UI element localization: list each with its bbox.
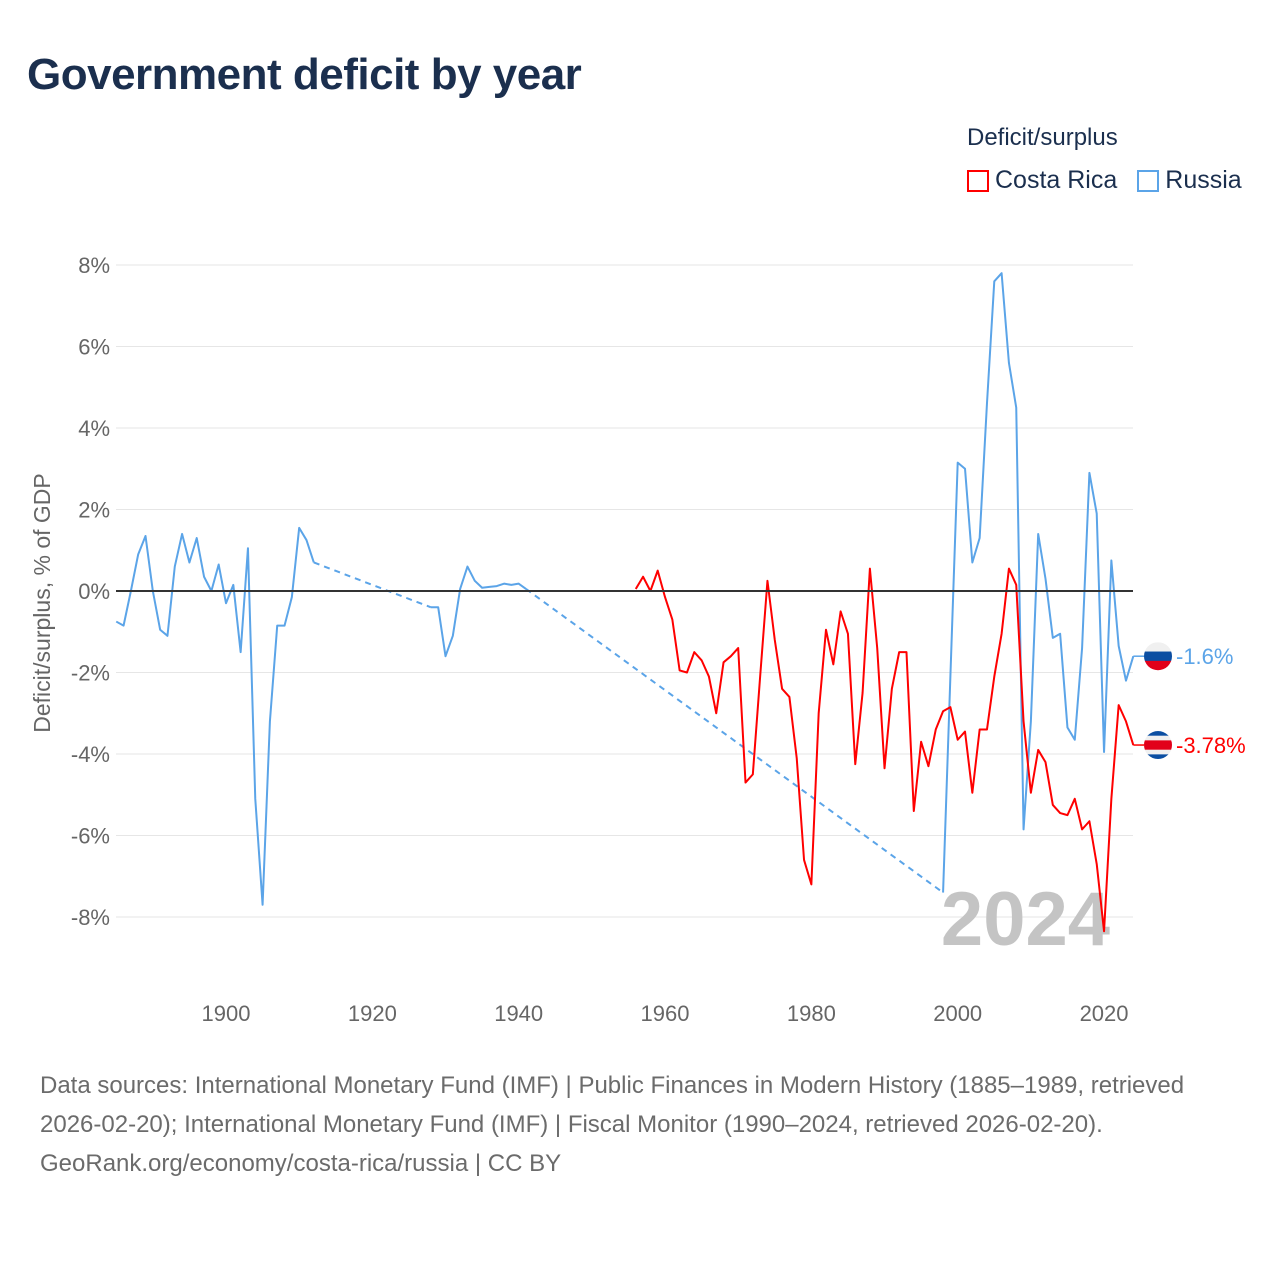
y-tick-label: 0% bbox=[78, 579, 110, 604]
chart-title: Government deficit by year bbox=[27, 50, 582, 99]
series-gap-line bbox=[313, 561, 432, 609]
russia-flag-icon bbox=[1144, 642, 1172, 671]
x-tick-label: 1960 bbox=[641, 1001, 690, 1026]
x-tick-label: 1980 bbox=[787, 1001, 836, 1026]
x-tick-label: 1900 bbox=[202, 1001, 251, 1026]
legend-swatch-russia bbox=[1137, 169, 1160, 192]
x-tick-label: 2020 bbox=[1080, 1001, 1129, 1026]
legend-item-russia[interactable]: Russia bbox=[1137, 166, 1242, 195]
y-tick-label: -8% bbox=[71, 905, 110, 930]
series-line-russia bbox=[115, 526, 315, 906]
costa-rica-flag-icon bbox=[1144, 731, 1172, 760]
series-line-russia bbox=[430, 565, 527, 658]
flag-stripe bbox=[1144, 754, 1172, 760]
y-tick-label: -4% bbox=[71, 742, 110, 767]
flag-stripe bbox=[1144, 749, 1172, 755]
flag-stripe bbox=[1144, 735, 1172, 741]
legend-label: Costa Rica bbox=[995, 166, 1118, 194]
data-sources: Data sources: International Monetary Fun… bbox=[40, 1072, 1185, 1138]
y-tick-label: 6% bbox=[78, 335, 110, 360]
flag-stripe bbox=[1144, 642, 1172, 653]
legend-label: Russia bbox=[1165, 166, 1242, 194]
x-tick-label: 2000 bbox=[933, 1001, 982, 1026]
series-line-russia bbox=[942, 272, 1135, 893]
legend-title: Deficit/surplus bbox=[967, 124, 1118, 151]
x-tick-label: 1940 bbox=[494, 1001, 543, 1026]
y-tick-label: -2% bbox=[71, 661, 110, 686]
credit-link[interactable]: GeoRank.org/economy/costa-rica/russia | … bbox=[40, 1150, 562, 1177]
year-watermark: 2024 bbox=[941, 877, 1110, 962]
legend-swatch-costa-rica bbox=[967, 169, 989, 192]
y-tick-label: 4% bbox=[78, 416, 110, 441]
y-axis-label: Deficit/surplus, % of GDP bbox=[29, 473, 55, 732]
footer: Data sources: International Monetary Fun… bbox=[40, 1066, 1240, 1183]
legend-item-costa-rica[interactable]: Costa Rica bbox=[967, 166, 1117, 195]
flag-stripe bbox=[1144, 660, 1172, 671]
flag-stripe bbox=[1144, 731, 1172, 737]
legend: Costa Rica Russia bbox=[967, 166, 1242, 195]
y-tick-label: 8% bbox=[78, 253, 110, 278]
x-tick-label: 1920 bbox=[348, 1001, 397, 1026]
series-line-costa-rica bbox=[634, 567, 1135, 933]
series-gap-line bbox=[525, 588, 944, 894]
end-value-label: -3.78% bbox=[1176, 733, 1246, 758]
y-tick-label: 2% bbox=[78, 498, 110, 523]
flag-stripe bbox=[1144, 740, 1172, 751]
end-value-label: -1.6% bbox=[1176, 644, 1233, 669]
y-tick-label: -6% bbox=[71, 824, 110, 849]
flag-stripe bbox=[1144, 651, 1172, 662]
